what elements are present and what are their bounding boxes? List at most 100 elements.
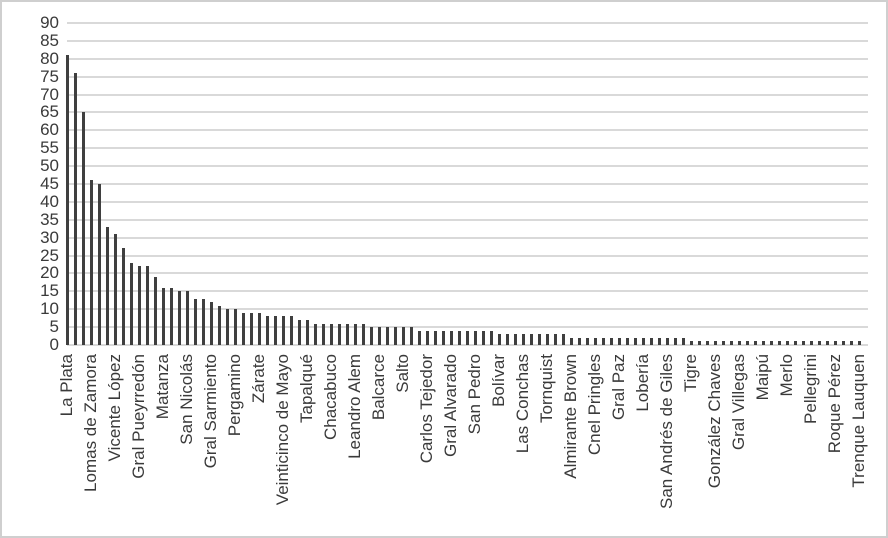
y-tick-label: 75 bbox=[40, 66, 59, 86]
x-tick-label: Salto bbox=[393, 354, 412, 393]
bar-slot bbox=[671, 23, 679, 345]
bar-slot bbox=[559, 23, 567, 345]
x-tick-label: Gral Alvarado bbox=[441, 354, 460, 457]
bar-slot bbox=[503, 23, 511, 345]
bar bbox=[673, 337, 677, 345]
bar-slot bbox=[751, 23, 759, 345]
bar bbox=[281, 316, 285, 345]
bar bbox=[209, 302, 213, 345]
y-tick-label: 30 bbox=[40, 227, 59, 247]
x-tick-label: Almirante Brown bbox=[561, 354, 580, 479]
bar-slot bbox=[583, 23, 591, 345]
bar-slot bbox=[623, 23, 631, 345]
bar-slot bbox=[159, 23, 167, 345]
bar bbox=[401, 327, 405, 345]
bar bbox=[473, 330, 477, 345]
x-tick-label: Bolívar bbox=[489, 354, 508, 407]
bar bbox=[465, 330, 469, 345]
bar bbox=[657, 337, 661, 345]
bar-slot bbox=[111, 23, 119, 345]
gridline bbox=[67, 93, 868, 96]
bar-slot bbox=[663, 23, 671, 345]
x-tick-label: Tapalqué bbox=[297, 354, 316, 424]
bar bbox=[769, 341, 773, 345]
bar-slot bbox=[639, 23, 647, 345]
bar-slot bbox=[607, 23, 615, 345]
bar bbox=[785, 341, 789, 345]
x-tick-label: Merlo bbox=[777, 354, 796, 397]
bar-slot bbox=[191, 23, 199, 345]
bar bbox=[417, 330, 421, 345]
bar-slot bbox=[839, 23, 847, 345]
bar-slot bbox=[807, 23, 815, 345]
bar-slot bbox=[439, 23, 447, 345]
bar-slot bbox=[727, 23, 735, 345]
bar bbox=[129, 262, 133, 345]
x-tick-label: Tornquist bbox=[537, 354, 556, 423]
x-tick-label: Carlos Tejedor bbox=[417, 354, 436, 464]
x-tick-label: Vicente López bbox=[105, 354, 124, 462]
bar-slot bbox=[823, 23, 831, 345]
bar-slot bbox=[199, 23, 207, 345]
bar bbox=[825, 341, 829, 345]
bar bbox=[513, 334, 517, 345]
bar bbox=[809, 341, 813, 345]
bar-slot bbox=[415, 23, 423, 345]
bar bbox=[857, 341, 861, 345]
gridline bbox=[67, 326, 868, 329]
bar bbox=[153, 277, 157, 345]
bar bbox=[617, 337, 621, 345]
bar-slot bbox=[527, 23, 535, 345]
bar bbox=[585, 337, 589, 345]
bar-slot bbox=[791, 23, 799, 345]
bar-slot bbox=[247, 23, 255, 345]
bar bbox=[73, 73, 77, 345]
bar-slot bbox=[279, 23, 287, 345]
bar bbox=[553, 334, 557, 345]
bar bbox=[729, 341, 733, 345]
x-tick-label: Balcarce bbox=[369, 354, 388, 421]
bar-slot bbox=[135, 23, 143, 345]
gridline bbox=[67, 308, 868, 311]
bar-slot bbox=[119, 23, 127, 345]
bar-slot bbox=[711, 23, 719, 345]
bar bbox=[65, 55, 69, 345]
bar bbox=[593, 337, 597, 345]
bar bbox=[801, 341, 805, 345]
bar-slot bbox=[231, 23, 239, 345]
bar bbox=[409, 327, 413, 345]
bar bbox=[217, 305, 221, 345]
bar-slot bbox=[87, 23, 95, 345]
bar-slot bbox=[703, 23, 711, 345]
y-tick-label: 45 bbox=[40, 174, 59, 193]
bar-slot bbox=[847, 23, 855, 345]
y-tick-label: 25 bbox=[40, 245, 59, 265]
bar bbox=[345, 323, 349, 345]
x-tick-label: Maipú bbox=[753, 354, 772, 401]
bar-slot bbox=[423, 23, 431, 345]
bar bbox=[185, 291, 189, 345]
bar-slot bbox=[487, 23, 495, 345]
bar bbox=[89, 180, 93, 345]
x-tick-label: González Chaves bbox=[705, 354, 724, 489]
gridline bbox=[67, 290, 868, 293]
bar-slot bbox=[407, 23, 415, 345]
gridline bbox=[67, 165, 868, 168]
bar bbox=[625, 337, 629, 345]
bar bbox=[241, 312, 245, 345]
y-tick-label: 40 bbox=[40, 191, 59, 211]
x-tick-label: Pergamino bbox=[225, 354, 244, 437]
bar-slot bbox=[447, 23, 455, 345]
bar bbox=[753, 341, 757, 345]
bar-slot bbox=[239, 23, 247, 345]
bar-slot bbox=[79, 23, 87, 345]
bar-slot bbox=[183, 23, 191, 345]
bar-slot bbox=[743, 23, 751, 345]
bar-slot bbox=[631, 23, 639, 345]
bar-slot bbox=[615, 23, 623, 345]
bar bbox=[817, 341, 821, 345]
bar-slot bbox=[767, 23, 775, 345]
x-tick-label: Las Conchas bbox=[513, 354, 532, 454]
bar bbox=[161, 287, 165, 345]
